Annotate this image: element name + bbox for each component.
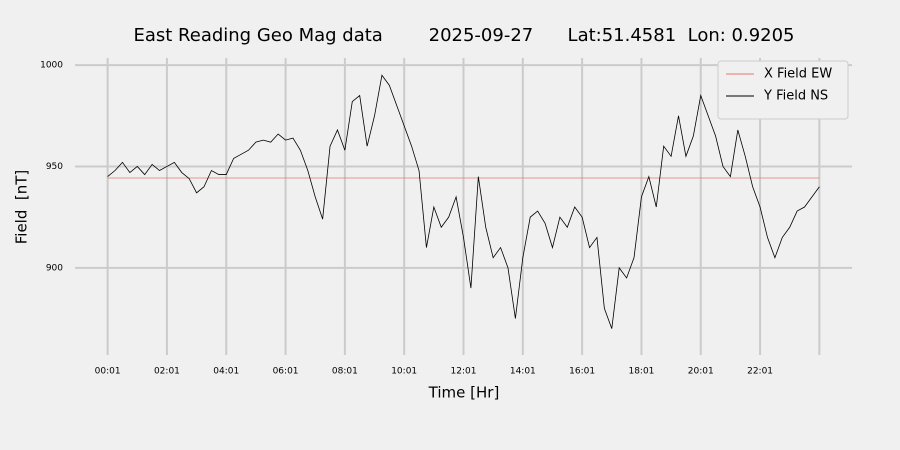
y-tick-label: 1000 — [40, 61, 63, 71]
y-axis-label: Field [nT] — [13, 170, 31, 245]
x-tick-label: 00:01 — [95, 367, 121, 377]
x-tick-label: 02:01 — [154, 367, 180, 377]
x-tick-label: 22:01 — [747, 367, 773, 377]
x-tick-label: 18:01 — [628, 367, 654, 377]
legend-label: X Field EW — [764, 67, 832, 82]
legend-label: Y Field NS — [763, 89, 828, 104]
series-line — [107, 74, 820, 329]
x-tick-label: 16:01 — [569, 367, 595, 377]
y-tick-label: 900 — [46, 263, 63, 273]
x-tick-label: 20:01 — [688, 367, 714, 377]
legend-box — [717, 60, 849, 120]
chart-title: East Reading Geo Mag data 2025-09-27 Lat… — [133, 25, 794, 46]
y-tick-label: 950 — [46, 162, 63, 172]
x-tick-label: 04:01 — [213, 367, 239, 377]
x-tick-label: 12:01 — [451, 367, 477, 377]
x-tick-label: 14:01 — [510, 367, 536, 377]
x-tick-label: 06:01 — [273, 367, 299, 377]
x-tick-label: 08:01 — [332, 367, 358, 377]
x-axis-label: Time [Hr] — [428, 384, 500, 402]
legend: X Field EW Y Field NS — [717, 60, 849, 120]
x-tick-label: 10:01 — [391, 367, 417, 377]
